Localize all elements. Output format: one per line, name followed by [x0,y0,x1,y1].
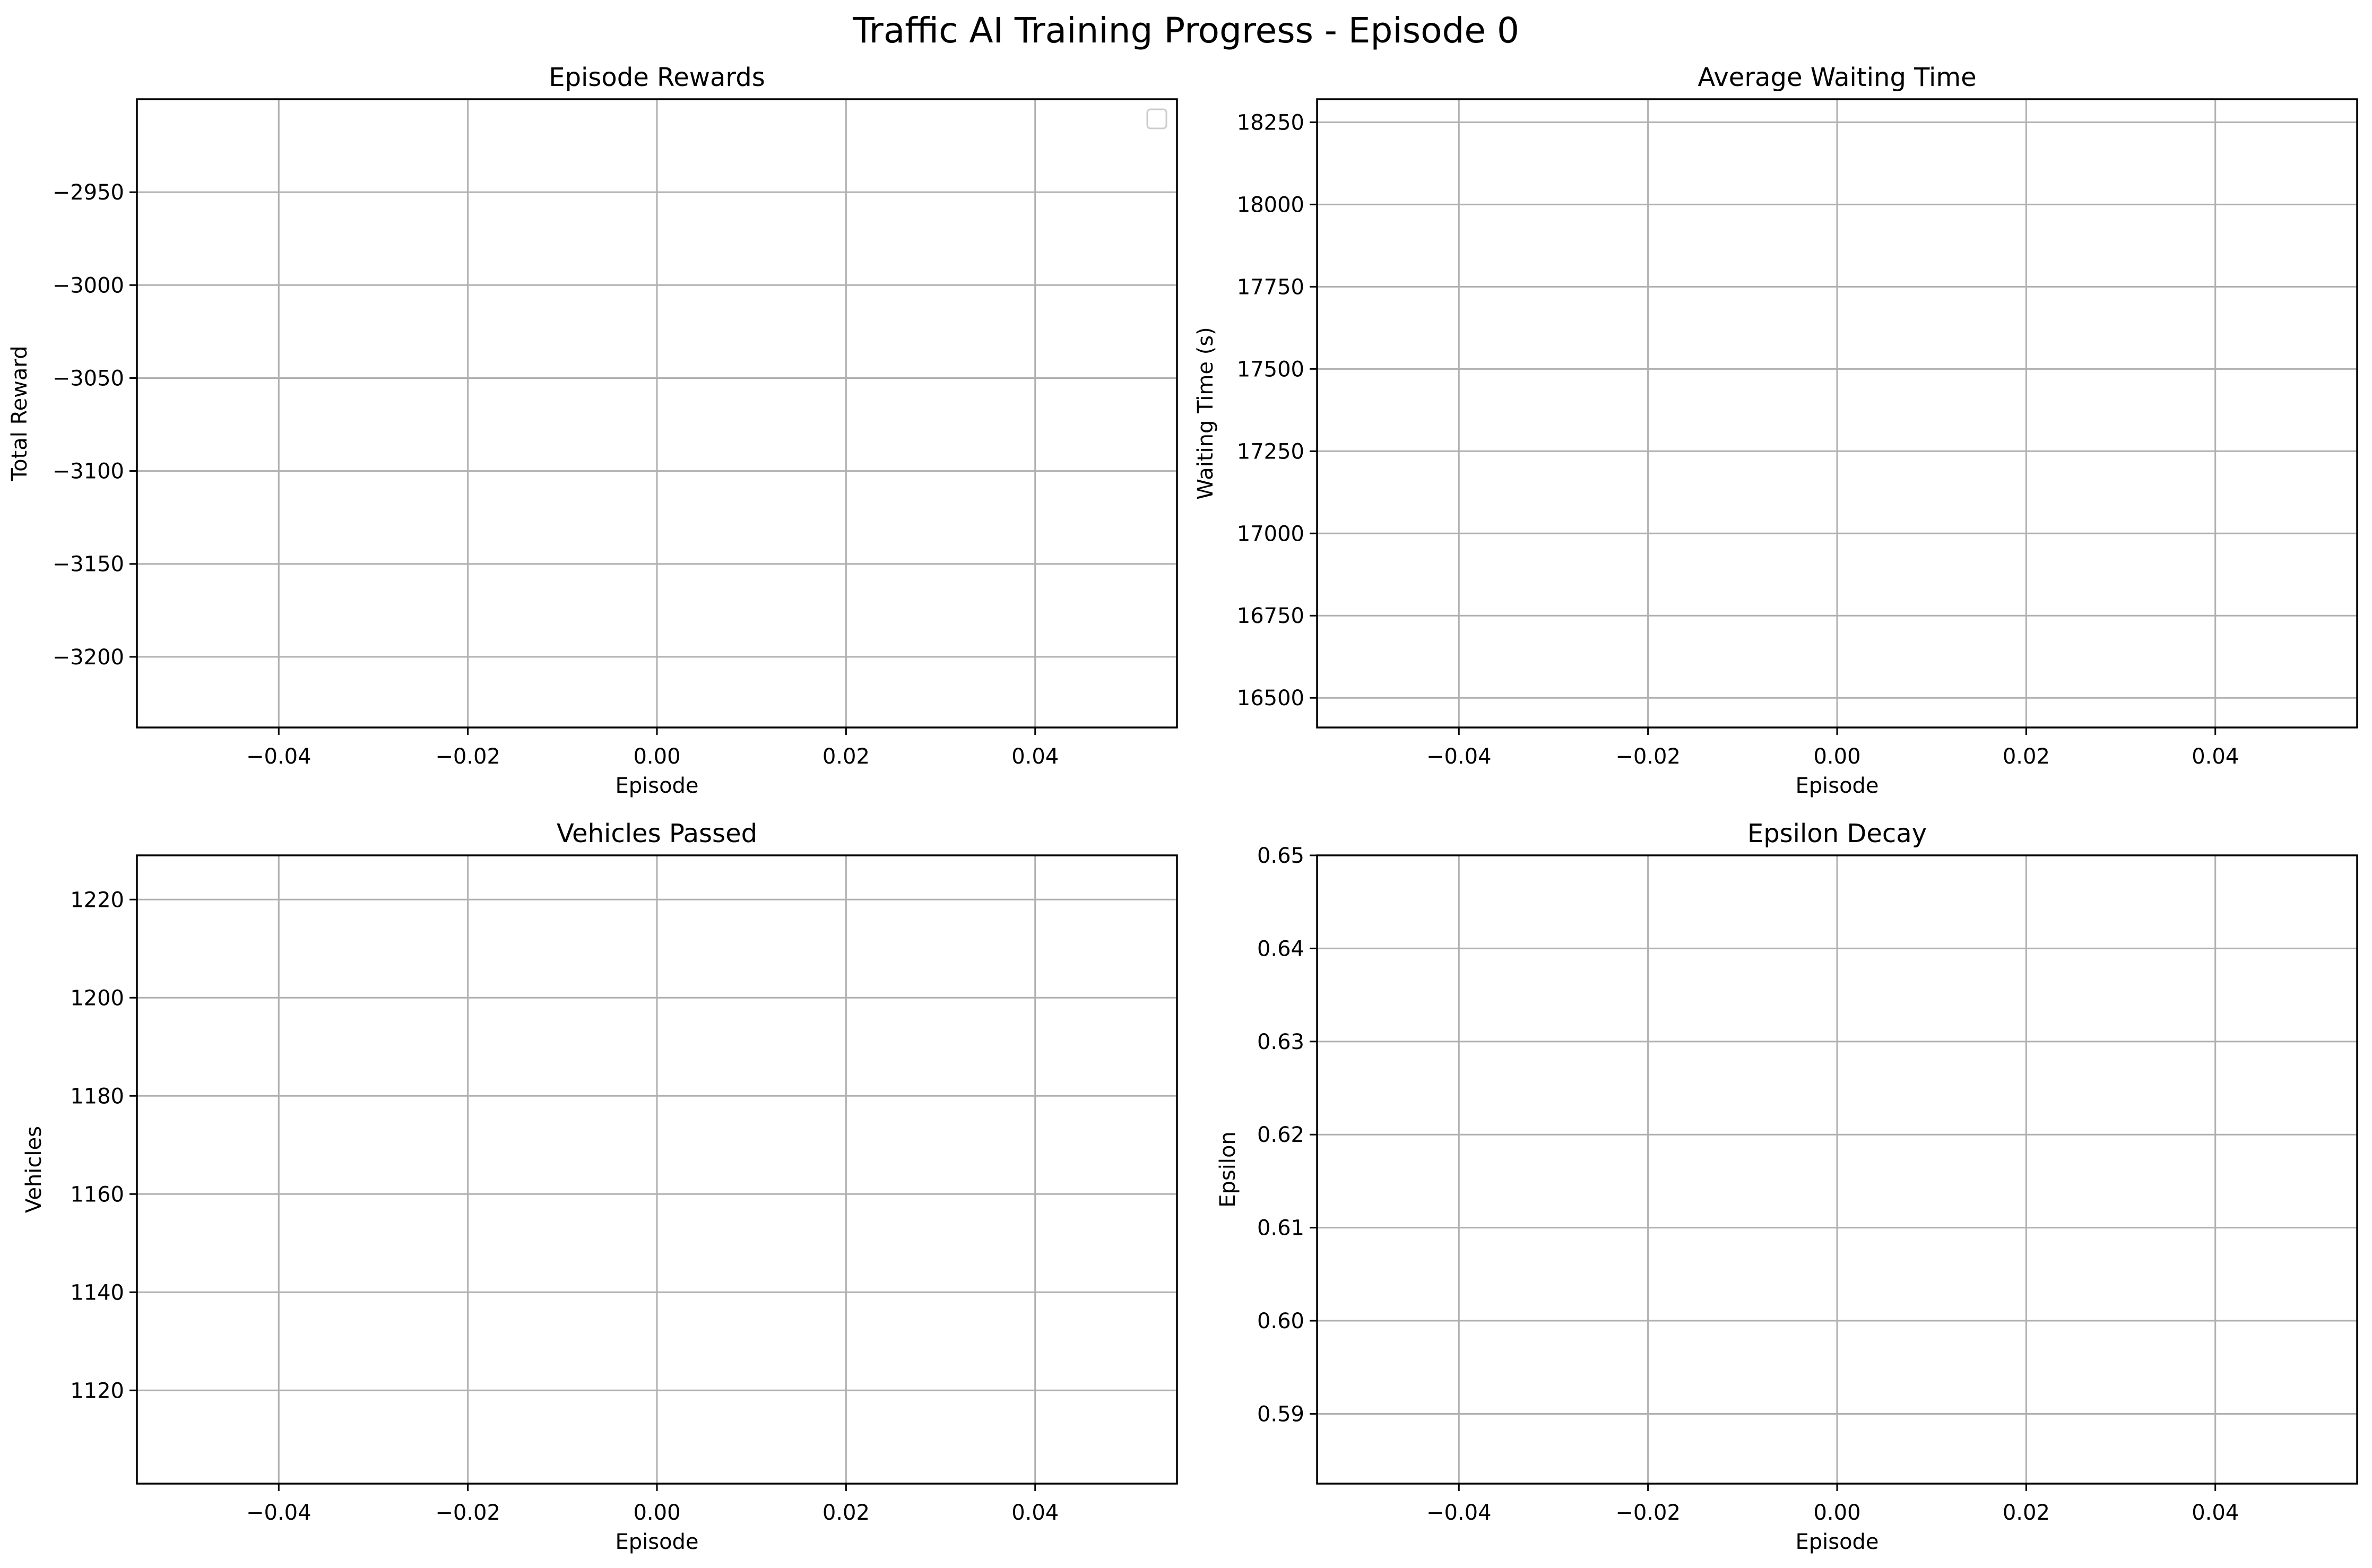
subplot-title: Episode Rewards [549,63,765,92]
x-axis-label: Episode [615,774,698,798]
y-tick-label: 17500 [1237,357,1304,382]
y-tick-label: 17250 [1237,439,1304,464]
subplot-title: Epsilon Decay [1747,819,1927,848]
y-tick-label: 17750 [1237,275,1304,299]
subplot-4: −0.04 −0.02 0.00 0.02 0.04 0.65 0.64 0.63 0.62 0.… [1216,819,2358,1554]
y-tick-label: −3000 [53,273,124,298]
y-axis-label: Vehicles [22,1126,46,1213]
x-tick-label: 0.00 [633,1501,680,1525]
y-tick-label: −2950 [53,180,124,205]
y-tick-label: 0.63 [1257,1030,1304,1054]
y-tick-label: 0.64 [1257,937,1304,961]
subplot-title: Vehicles Passed [557,819,757,848]
x-tick-label: 0.04 [2192,744,2239,769]
y-tick-label: 1120 [70,1379,124,1403]
x-tick-label: −0.02 [435,744,500,769]
x-tick-label: 0.00 [1813,744,1860,769]
x-tick-label: 0.02 [823,1501,870,1525]
y-axis-label: Total Reward [7,345,32,481]
x-tick-label: 0.02 [2003,744,2050,769]
x-tick-label: −0.04 [246,744,311,769]
y-tick-label: 0.59 [1257,1402,1304,1426]
x-tick-label: −0.02 [1615,1501,1681,1525]
y-tick-label: 17000 [1237,522,1304,546]
y-tick-label: 0.60 [1257,1309,1304,1333]
y-tick-label: −3100 [53,460,124,484]
y-axis-label: Waiting Time (s) [1193,327,1218,500]
y-tick-label: 18000 [1237,193,1304,217]
x-tick-label: 0.04 [1011,1501,1059,1525]
y-tick-label: 16500 [1237,686,1304,711]
y-tick-label: 1220 [70,888,124,912]
y-tick-label: 1180 [70,1084,124,1108]
subplot-title: Average Waiting Time [1698,63,1976,92]
y-tick-label: −3200 [53,645,124,670]
x-tick-label: 0.04 [2192,1501,2239,1525]
x-tick-label: −0.04 [246,1501,311,1525]
y-tick-label: −3050 [53,366,124,391]
x-tick-label: 0.02 [2003,1501,2050,1525]
figure-title: Traffic AI Training Progress - Episode 0 [853,10,1519,51]
y-tick-label: 1160 [70,1182,124,1207]
x-tick-label: −0.04 [1426,1501,1492,1525]
x-axis-label: Episode [615,1530,698,1554]
y-tick-label: 16750 [1237,604,1304,628]
subplot-3: −0.04 −0.02 0.00 0.02 0.04 1220 1200 1180 1160 11… [22,819,1178,1554]
y-tick-label: 0.61 [1257,1216,1304,1241]
y-axis-label: Epsilon [1216,1131,1240,1208]
y-tick-label: −3150 [53,552,124,577]
x-tick-label: −0.04 [1426,744,1492,769]
x-tick-label: −0.02 [435,1501,500,1525]
x-tick-label: 0.00 [633,744,680,769]
x-axis-label: Episode [1795,1530,1878,1554]
y-tick-label: 0.62 [1257,1123,1304,1147]
legend-box [1146,108,1167,129]
y-tick-label: 0.65 [1257,844,1304,868]
y-tick-label: 1200 [70,986,124,1010]
y-tick-label: 18250 [1237,110,1304,135]
x-tick-label: −0.02 [1615,744,1681,769]
subplot-2: −0.04 −0.02 0.00 0.02 0.04 18250 18000 17750 175… [1193,63,2358,798]
x-tick-label: 0.04 [1011,744,1059,769]
x-tick-label: 0.00 [1813,1501,1860,1525]
y-tick-label: 1140 [70,1280,124,1305]
x-tick-label: 0.02 [823,744,870,769]
x-axis-label: Episode [1795,774,1878,798]
subplot-1: −0.04 −0.02 0.00 0.02 0.04 −2950 −3000 −3050 −31… [7,63,1178,798]
